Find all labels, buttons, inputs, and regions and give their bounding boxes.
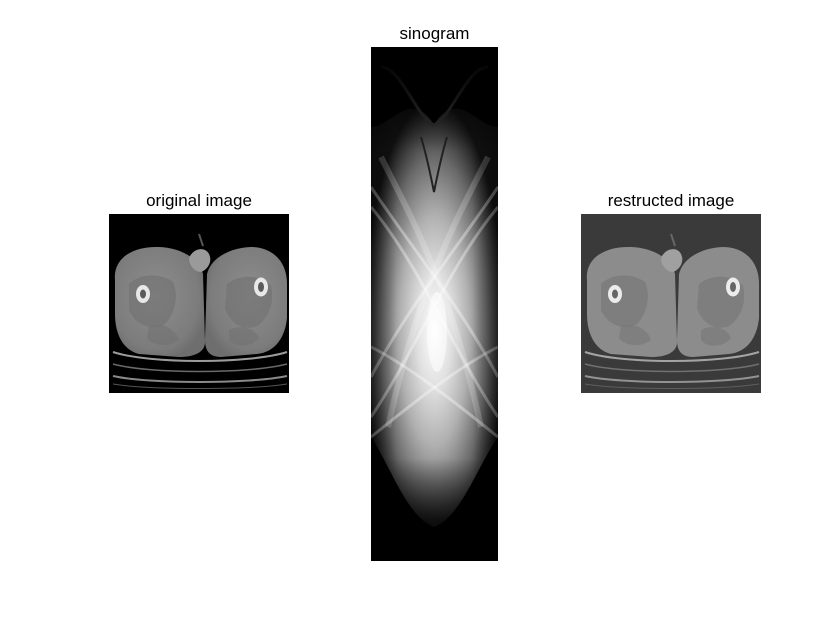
reconstructed-image bbox=[581, 214, 761, 393]
sinogram-image bbox=[371, 47, 498, 561]
original-image bbox=[109, 214, 289, 393]
sinogram-title: sinogram bbox=[399, 24, 470, 43]
reconstructed-image-title: restructed image bbox=[607, 191, 735, 210]
original-image-title: original image bbox=[146, 191, 252, 210]
